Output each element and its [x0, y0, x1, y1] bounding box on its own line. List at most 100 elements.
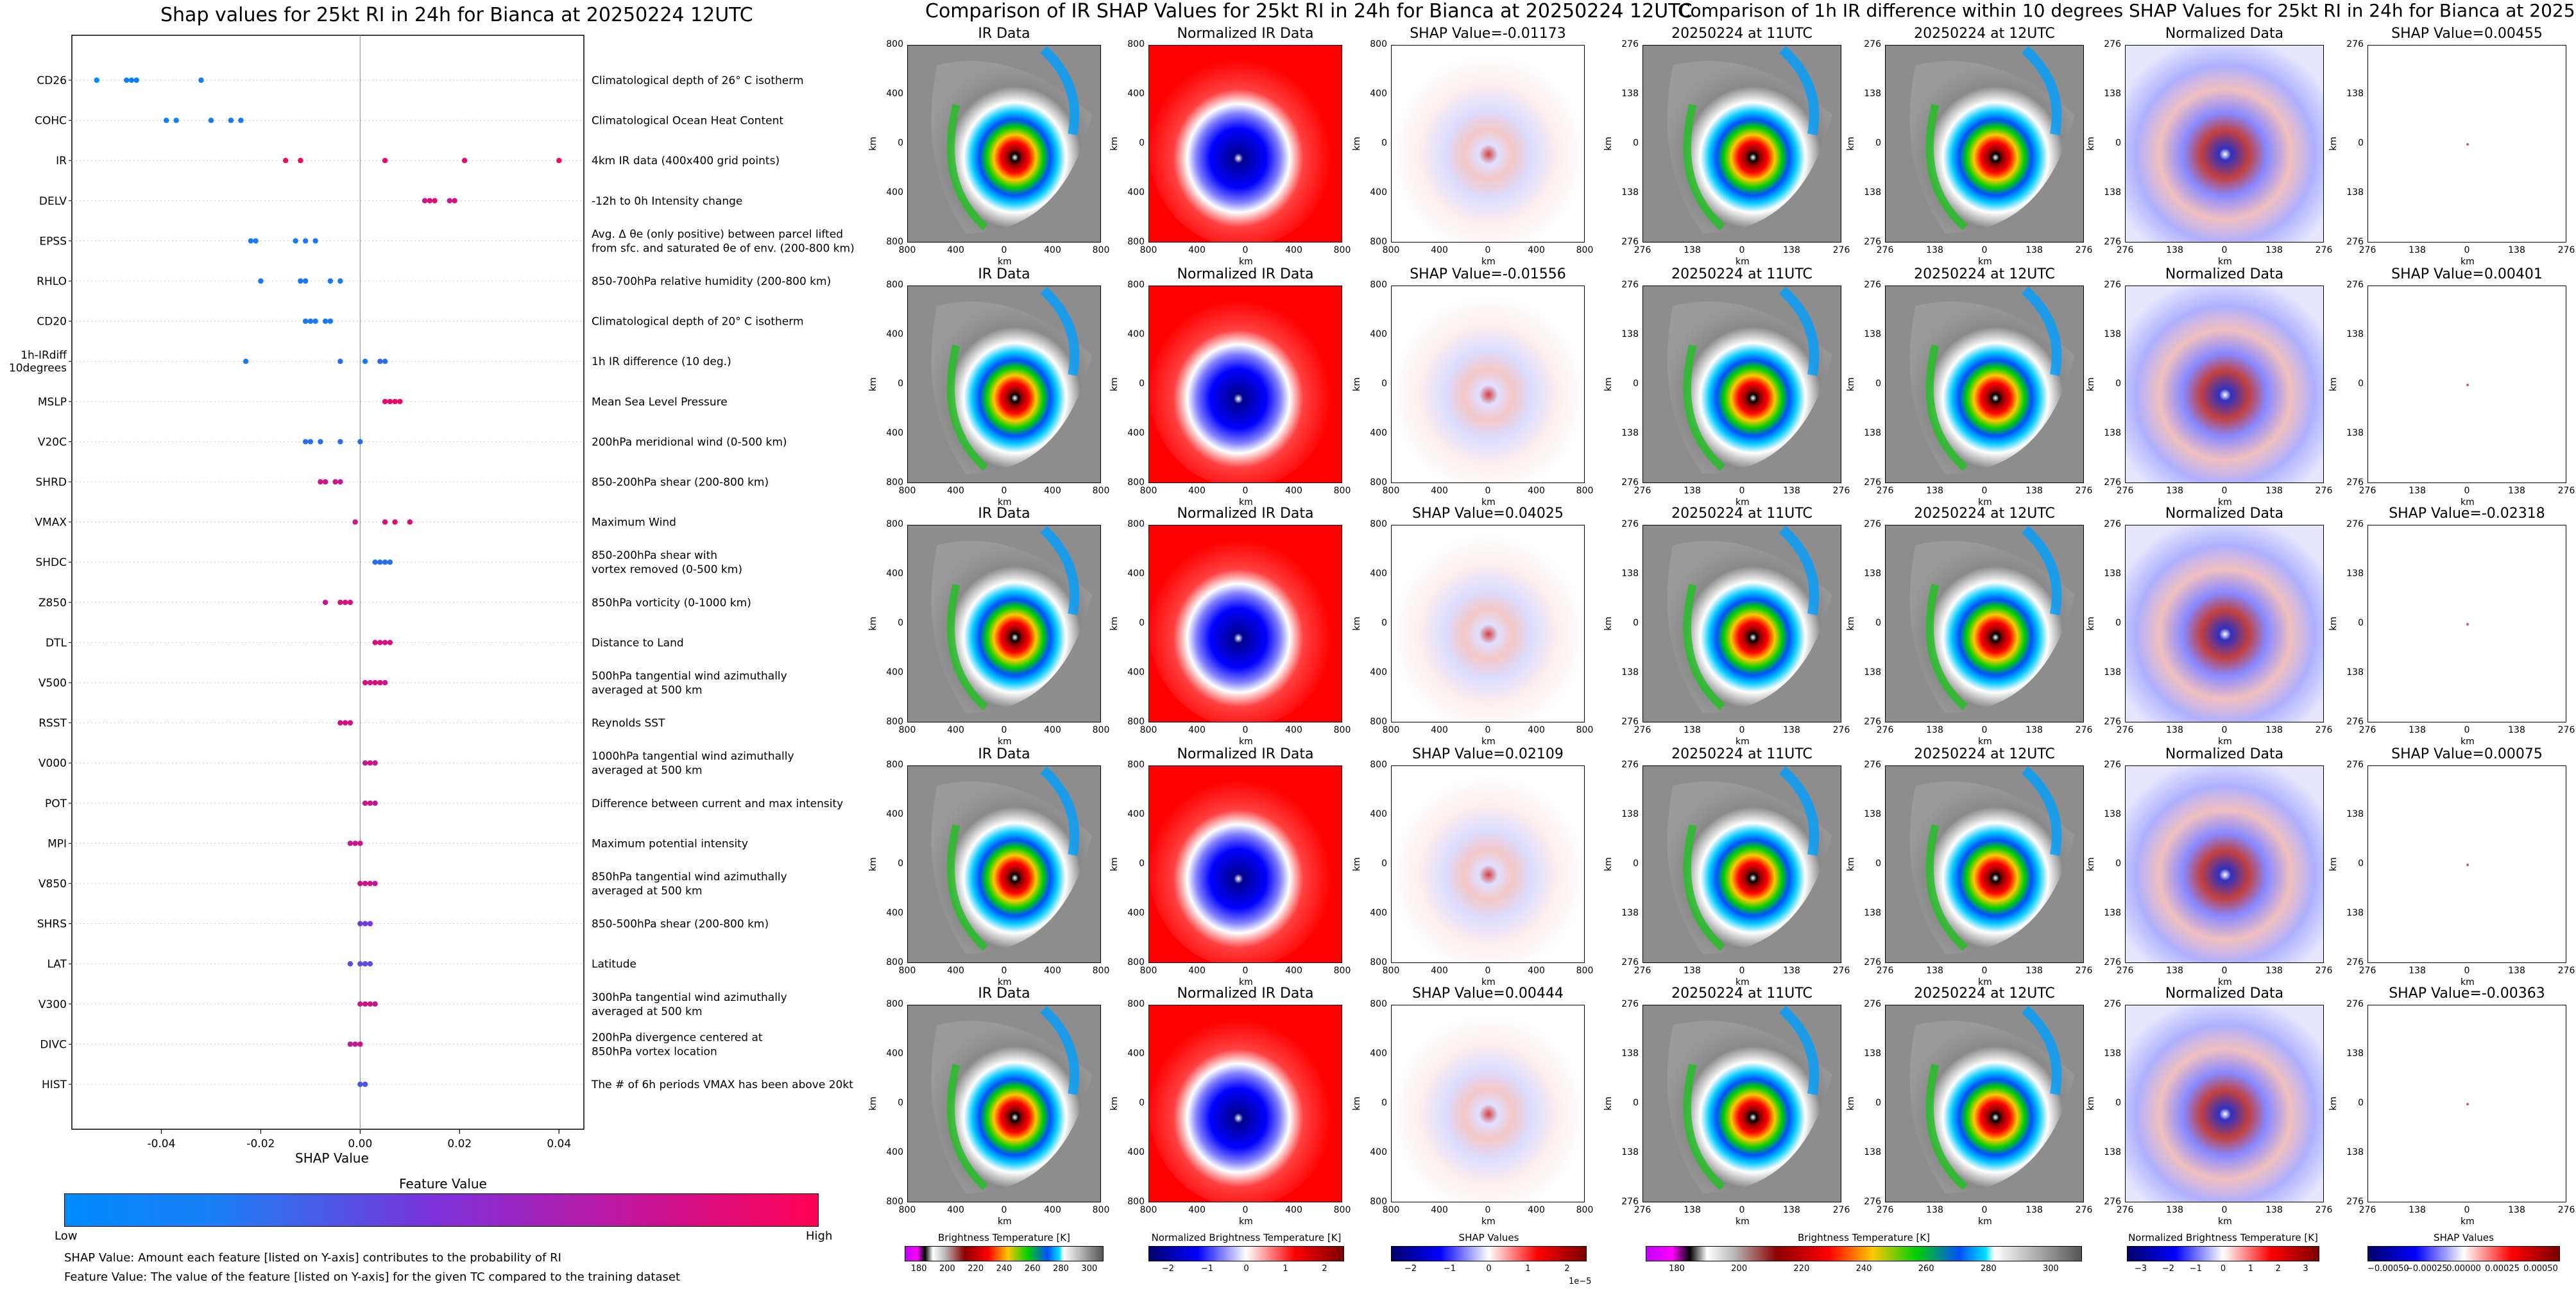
ir-12utc-panel-title: 20250224 at 12UTC	[1914, 26, 2055, 42]
y-tick-label: 138	[1621, 428, 1639, 438]
right-panel-title: Comparison of 1h IR difference within 10…	[1678, 0, 2576, 21]
y-tick-label: 800	[1370, 717, 1387, 727]
y-axis-label: km	[1845, 1097, 1856, 1111]
colorbar-tick-label: 220	[968, 1264, 984, 1274]
x-tick-label: 0	[2464, 725, 2470, 735]
y-tick-label: 0	[2358, 379, 2364, 389]
y-tick-label: 800	[886, 999, 903, 1009]
y-axis-label: km	[2328, 617, 2339, 631]
x-tick-label: 800	[1382, 486, 1400, 496]
y-tick-label: 0	[2358, 858, 2364, 869]
ir-shap-panel-image	[1391, 286, 1585, 483]
x-tick-label: 138	[2026, 245, 2043, 255]
shap-point	[302, 278, 309, 284]
y-tick-label: 276	[1864, 280, 1881, 290]
y-tick-label: 276	[2346, 237, 2364, 247]
x-axis-label: km	[2461, 1216, 2475, 1227]
ir-11utc-panel-image	[1642, 525, 1841, 722]
feature-description: 850hPa vortex location	[592, 1045, 717, 1058]
x-tick-label: 800	[1333, 486, 1351, 496]
y-tick-label: 0	[898, 618, 903, 628]
x-tick-label: 800	[1092, 725, 1110, 735]
y-tick-label: 400	[886, 89, 903, 99]
x-axis-label: km	[998, 737, 1012, 747]
diff-shap-panel-image	[2367, 286, 2566, 483]
y-tick-label: 138	[2346, 187, 2364, 198]
shap-point	[124, 77, 130, 83]
colorbar-tick-label: 2	[2275, 1264, 2281, 1274]
y-tick-label: 800	[886, 1197, 903, 1207]
ir-data-panel-image	[907, 765, 1101, 963]
y-tick-label: 0	[898, 379, 903, 389]
feature-name: POT	[45, 798, 67, 810]
shap-point	[318, 479, 323, 485]
feature-description: 850-700hPa relative humidity (200-800 km…	[592, 275, 831, 288]
x-tick-label: 276	[2116, 725, 2134, 735]
y-tick-label: 800	[1127, 39, 1145, 49]
feature-name: DIVC	[40, 1038, 67, 1051]
y-tick-label: 0	[1139, 379, 1145, 389]
x-axis-label: km	[1239, 497, 1253, 508]
colorbar-high-label: High	[806, 1229, 833, 1243]
shap-point	[248, 238, 254, 244]
ir-data-panel-title: IR Data	[978, 986, 1030, 1002]
x-axis-label: km	[1239, 1216, 1253, 1227]
shap-point	[367, 961, 373, 967]
y-tick-label: 800	[1370, 39, 1387, 49]
feature-description: from sfc. and saturated θe of env. (200-…	[592, 242, 855, 255]
x-tick-label: 800	[1576, 966, 1594, 976]
x-tick-label: 0	[1739, 1205, 1745, 1215]
x-tick-label: 138	[1783, 1205, 1800, 1215]
x-tick-label: 400	[947, 1205, 964, 1215]
y-tick-label: 0	[1139, 618, 1145, 628]
feature-name: COHC	[35, 115, 67, 128]
ir-data-panel-image	[907, 1005, 1101, 1202]
y-tick-label: 400	[886, 1147, 903, 1157]
colorbar	[2127, 1246, 2319, 1261]
y-tick-label: 138	[1621, 1048, 1639, 1059]
ir-shap-panel-image	[1391, 765, 1585, 963]
y-tick-label: 276	[1621, 999, 1639, 1009]
feature-name: V300	[38, 998, 67, 1011]
ir-12utc-panel-title: 20250224 at 12UTC	[1914, 506, 2055, 522]
y-tick-label: 800	[886, 760, 903, 770]
x-tick-label: 276	[2075, 966, 2093, 976]
y-tick-label: 138	[1864, 908, 1881, 918]
y-tick-label: 400	[886, 428, 903, 438]
colorbar-label: Brightness Temperature [K]	[1798, 1232, 1930, 1243]
shap-point	[357, 961, 363, 967]
x-tick-label: 138	[2265, 486, 2283, 496]
x-tick-label: 0	[1485, 245, 1491, 255]
x-tick-label: 138	[1926, 966, 1943, 976]
x-axis-label: km	[1481, 737, 1496, 747]
x-tick-label: 400	[1044, 725, 1061, 735]
y-tick-label: 276	[2346, 760, 2364, 770]
shap-beeswarm-plot: -0.04 -0.02 0.00 0.02 0.04 CD26 Climatological…	[9, 35, 855, 1150]
y-tick-label: 800	[886, 519, 903, 529]
y-tick-label: 138	[2104, 329, 2121, 339]
colorbar-tick-label: 3	[2303, 1264, 2308, 1274]
y-tick-label: 276	[2104, 957, 2121, 968]
colorbar-label: Normalized Brightness Temperature [K]	[1151, 1232, 1342, 1243]
y-tick-label: 276	[1864, 519, 1881, 529]
y-tick-label: 138	[1621, 568, 1639, 579]
colorbar-tick-label: −2	[2162, 1264, 2174, 1274]
x-tick-label: 400	[1044, 966, 1061, 976]
colorbar-tick-label: −1	[2189, 1264, 2202, 1274]
y-axis-label: km	[2085, 137, 2096, 151]
x-tick-label: 276	[2557, 245, 2575, 255]
x-tick-label: 276	[2358, 486, 2376, 496]
feature-name: MSLP	[38, 396, 67, 409]
x-tick-label: 138	[2409, 1205, 2426, 1215]
y-axis-label: km	[1603, 377, 1614, 391]
y-tick-label: 800	[1127, 717, 1145, 727]
x-tick-label: 138	[2409, 966, 2426, 976]
ir-shap-panel-title: SHAP Value=-0.01556	[1410, 266, 1566, 282]
y-tick-label: 276	[1864, 957, 1881, 968]
x-axis-label: km	[1978, 1216, 1992, 1227]
y-tick-label: 276	[2346, 1197, 2364, 1207]
normalized-diff-panel-title: Normalized Data	[2165, 986, 2284, 1002]
x-tick-label: 138	[2265, 245, 2283, 255]
x-tick-label: 400	[1528, 486, 1545, 496]
y-tick-label: 138	[2104, 667, 2121, 678]
